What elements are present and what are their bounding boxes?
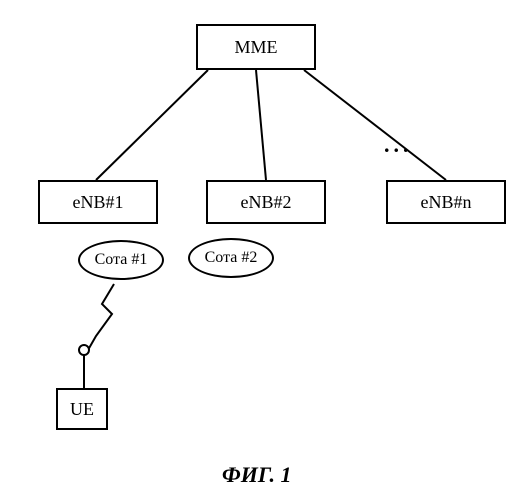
edge-mme-enb1 <box>96 70 208 180</box>
wireless-link <box>88 284 114 350</box>
node-enb1-label: eNB#1 <box>73 192 124 213</box>
node-cell2-label: Сота #2 <box>205 249 258 267</box>
node-enbn: eNB#n <box>386 180 506 224</box>
node-enb2-label: eNB#2 <box>241 192 292 213</box>
edge-mme-enb2 <box>256 70 266 180</box>
edge-mme-enbn <box>304 70 446 180</box>
node-enb2: eNB#2 <box>206 180 326 224</box>
figure-caption: ФИГ. 1 <box>222 462 291 488</box>
antenna-head <box>79 345 89 355</box>
node-mme-label: MME <box>234 37 277 58</box>
node-enbn-label: eNB#n <box>421 192 472 213</box>
node-cell2: Сота #2 <box>188 238 274 278</box>
node-ue-label: UE <box>70 399 94 420</box>
ellipsis: ... <box>384 132 413 158</box>
node-mme: MME <box>196 24 316 70</box>
node-ue: UE <box>56 388 108 430</box>
node-cell1: Сота #1 <box>78 240 164 280</box>
node-cell1-label: Сота #1 <box>95 251 148 269</box>
node-enb1: eNB#1 <box>38 180 158 224</box>
